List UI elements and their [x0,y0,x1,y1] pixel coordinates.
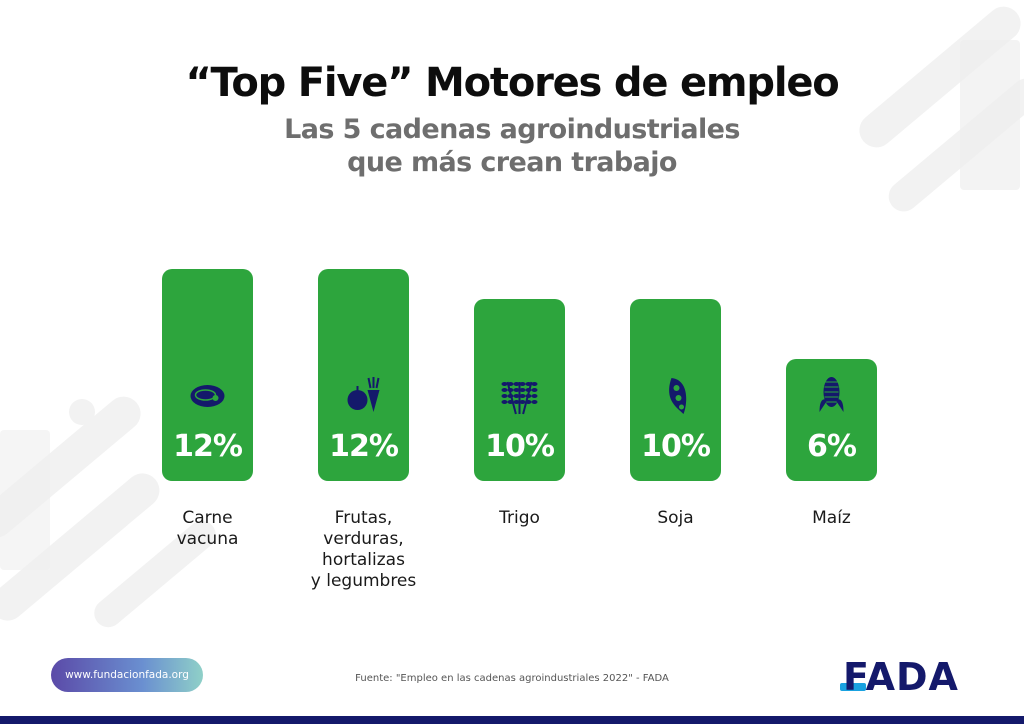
category-label: Maíz [812,508,851,528]
category-label: Soja [657,508,694,528]
category-label: Carne vacuna [176,508,239,549]
value-label: 10% [485,429,555,464]
soybean-icon [669,378,687,414]
source-note: Fuente: "Empleo en las cadenas agroindus… [355,673,669,684]
chart-title: “Top Five” Motores de empleo [185,60,839,106]
value-label: 6% [807,429,857,464]
fada-logo: FADA [843,655,959,699]
bar [318,269,409,481]
category-label: Trigo [499,508,540,528]
bar [162,269,253,481]
fruit-vegetable-icon [347,377,380,412]
value-label: 12% [329,429,399,464]
wheat-icon [501,381,538,415]
bar [786,359,877,481]
meat-icon [190,385,225,407]
category-label: Frutas, verduras, hortalizas y legumbres [310,508,417,591]
website-link[interactable]: www.fundacionfada.org [51,658,203,692]
value-label: 12% [173,429,243,464]
logo-accent [840,683,866,691]
chart-subtitle: Las 5 cadenas agroindustriales que más c… [284,114,740,178]
corn-icon [819,377,844,412]
value-label: 10% [641,429,711,464]
footer-bar [0,716,1024,724]
